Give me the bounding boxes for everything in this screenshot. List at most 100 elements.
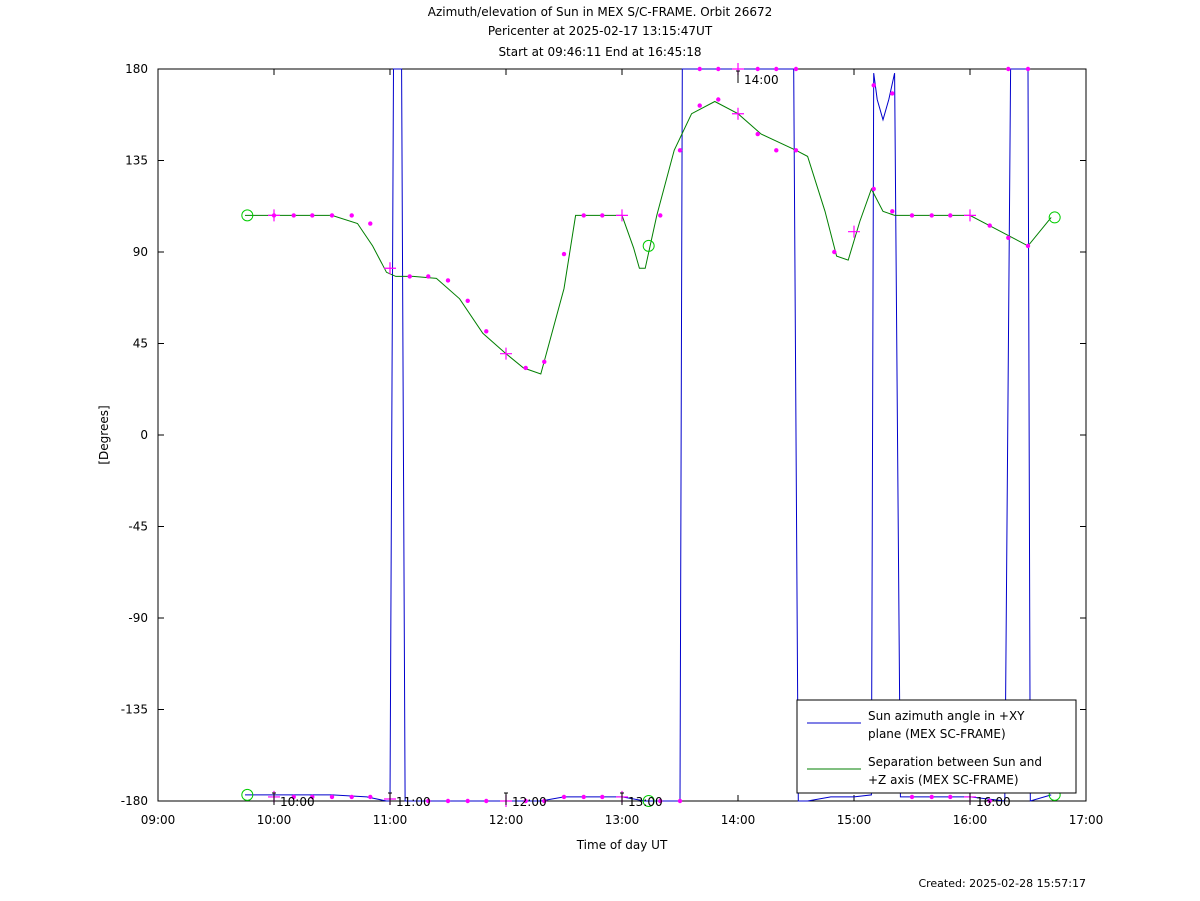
data-marker-dot <box>445 798 451 804</box>
data-marker-dot <box>658 798 663 804</box>
data-marker-dot <box>1006 235 1011 240</box>
data-marker-dot <box>310 213 315 218</box>
data-marker-dot <box>329 213 335 218</box>
data-marker-dot <box>561 794 567 800</box>
data-marker-dot <box>445 278 451 283</box>
data-marker-dot <box>793 66 799 72</box>
data-marker-dot <box>465 798 470 804</box>
data-marker-dot <box>871 186 876 192</box>
y-tick-label: 135 <box>125 154 148 168</box>
data-marker-dot <box>890 209 895 214</box>
data-marker-dot <box>948 794 953 800</box>
legend-label: Sun azimuth angle in +XY <box>868 709 1025 723</box>
data-marker-dot <box>774 148 779 153</box>
data-marker-dot <box>697 103 702 108</box>
data-marker-dot <box>349 213 354 218</box>
hour-cross-marker <box>384 262 396 275</box>
hour-cross-marker <box>616 209 628 222</box>
data-marker-dot <box>677 148 683 153</box>
data-marker-dot <box>890 91 895 96</box>
x-tick-label: 10:00 <box>257 813 292 827</box>
x-tick-label: 13:00 <box>605 813 640 827</box>
data-marker-dot <box>755 131 760 137</box>
data-marker-dot <box>329 794 335 800</box>
start-end-circle-marker <box>241 788 254 801</box>
start-end-circle-marker <box>642 239 655 252</box>
legend-box <box>796 699 1077 794</box>
y-tick-label: -135 <box>121 703 148 717</box>
hour-annotation-marker <box>736 70 740 83</box>
data-marker-dot <box>581 794 586 800</box>
created-timestamp: Created: 2025-02-28 15:57:17 <box>918 877 1086 890</box>
data-marker-dot <box>368 221 373 226</box>
x-tick-label: 14:00 <box>721 813 756 827</box>
hour-annotation-marker <box>620 792 624 805</box>
data-marker-dot <box>426 798 431 804</box>
legend-label: Separation between Sun and <box>868 755 1042 769</box>
y-tick-label: -45 <box>128 520 148 534</box>
data-marker-dot <box>600 213 605 218</box>
data-marker-dot <box>909 794 915 800</box>
hour-cross-marker <box>268 209 280 222</box>
data-marker-dot <box>407 274 412 279</box>
data-marker-dot <box>426 274 431 279</box>
data-marker-dot <box>909 213 915 218</box>
data-marker-dot <box>774 66 779 72</box>
x-tick-label: 09:00 <box>141 813 176 827</box>
y-tick-label: 0 <box>140 428 148 442</box>
y-tick-label: -90 <box>128 611 148 625</box>
y-tick-label: 180 <box>125 62 148 76</box>
hour-cross-marker <box>732 107 744 120</box>
data-marker-dot <box>716 97 721 102</box>
data-marker-dot <box>755 66 760 72</box>
data-marker-dot <box>793 148 799 153</box>
data-marker-dot <box>368 794 373 800</box>
y-tick-label: 90 <box>133 245 148 259</box>
x-tick-label: 11:00 <box>373 813 408 827</box>
x-tick-label: 16:00 <box>953 813 988 827</box>
data-marker-dot <box>832 249 837 255</box>
hour-annotation-label: 16:00 <box>976 795 1011 809</box>
data-marker-dot <box>542 798 547 804</box>
data-marker-dot <box>658 213 663 218</box>
data-marker-dot <box>484 798 489 804</box>
data-marker-dot <box>948 213 953 218</box>
data-marker-dot <box>561 251 567 257</box>
series-line-1 <box>245 100 1052 375</box>
data-marker-dot <box>523 365 528 371</box>
data-marker-dot <box>716 66 721 72</box>
data-marker-dot <box>871 83 876 88</box>
data-marker-dot <box>600 794 605 800</box>
y-axis-label: [Degrees] <box>97 405 111 464</box>
hour-cross-marker <box>848 225 860 238</box>
data-marker-dot <box>465 298 470 303</box>
data-marker-dot <box>291 794 296 800</box>
hour-annotation-label: 13:00 <box>628 795 663 809</box>
chart-range: Start at 09:46:11 End at 16:45:18 <box>498 45 702 59</box>
start-end-circle-marker <box>241 209 254 222</box>
data-marker-dot <box>987 798 992 804</box>
plot-frame <box>157 68 1087 802</box>
data-marker-dot <box>581 213 586 218</box>
x-tick-label: 15:00 <box>837 813 872 827</box>
hour-annotation-marker <box>272 792 276 805</box>
data-marker-dot <box>310 794 315 800</box>
data-marker-dot <box>1006 66 1011 72</box>
data-marker-dot <box>677 798 683 804</box>
start-end-circle-marker <box>1048 211 1061 224</box>
y-tick-label: -180 <box>121 794 148 808</box>
hour-annotation-label: 10:00 <box>280 795 315 809</box>
hour-annotation-marker <box>388 792 392 805</box>
hour-annotation-label: 14:00 <box>744 73 779 87</box>
hour-annotation-marker <box>504 792 508 805</box>
hour-annotation-label: 11:00 <box>396 795 431 809</box>
start-end-circle-marker <box>642 795 655 807</box>
data-marker-dot <box>1025 243 1031 249</box>
data-marker-dot <box>697 66 702 72</box>
hour-annotation-marker <box>968 792 972 805</box>
data-marker-dot <box>349 794 354 800</box>
chart-title: Azimuth/elevation of Sun in MEX S/C-FRAM… <box>427 5 773 19</box>
hour-annotation-label: 12:00 <box>512 795 547 809</box>
data-marker-dot <box>523 798 528 804</box>
hour-cross-marker <box>964 209 976 222</box>
